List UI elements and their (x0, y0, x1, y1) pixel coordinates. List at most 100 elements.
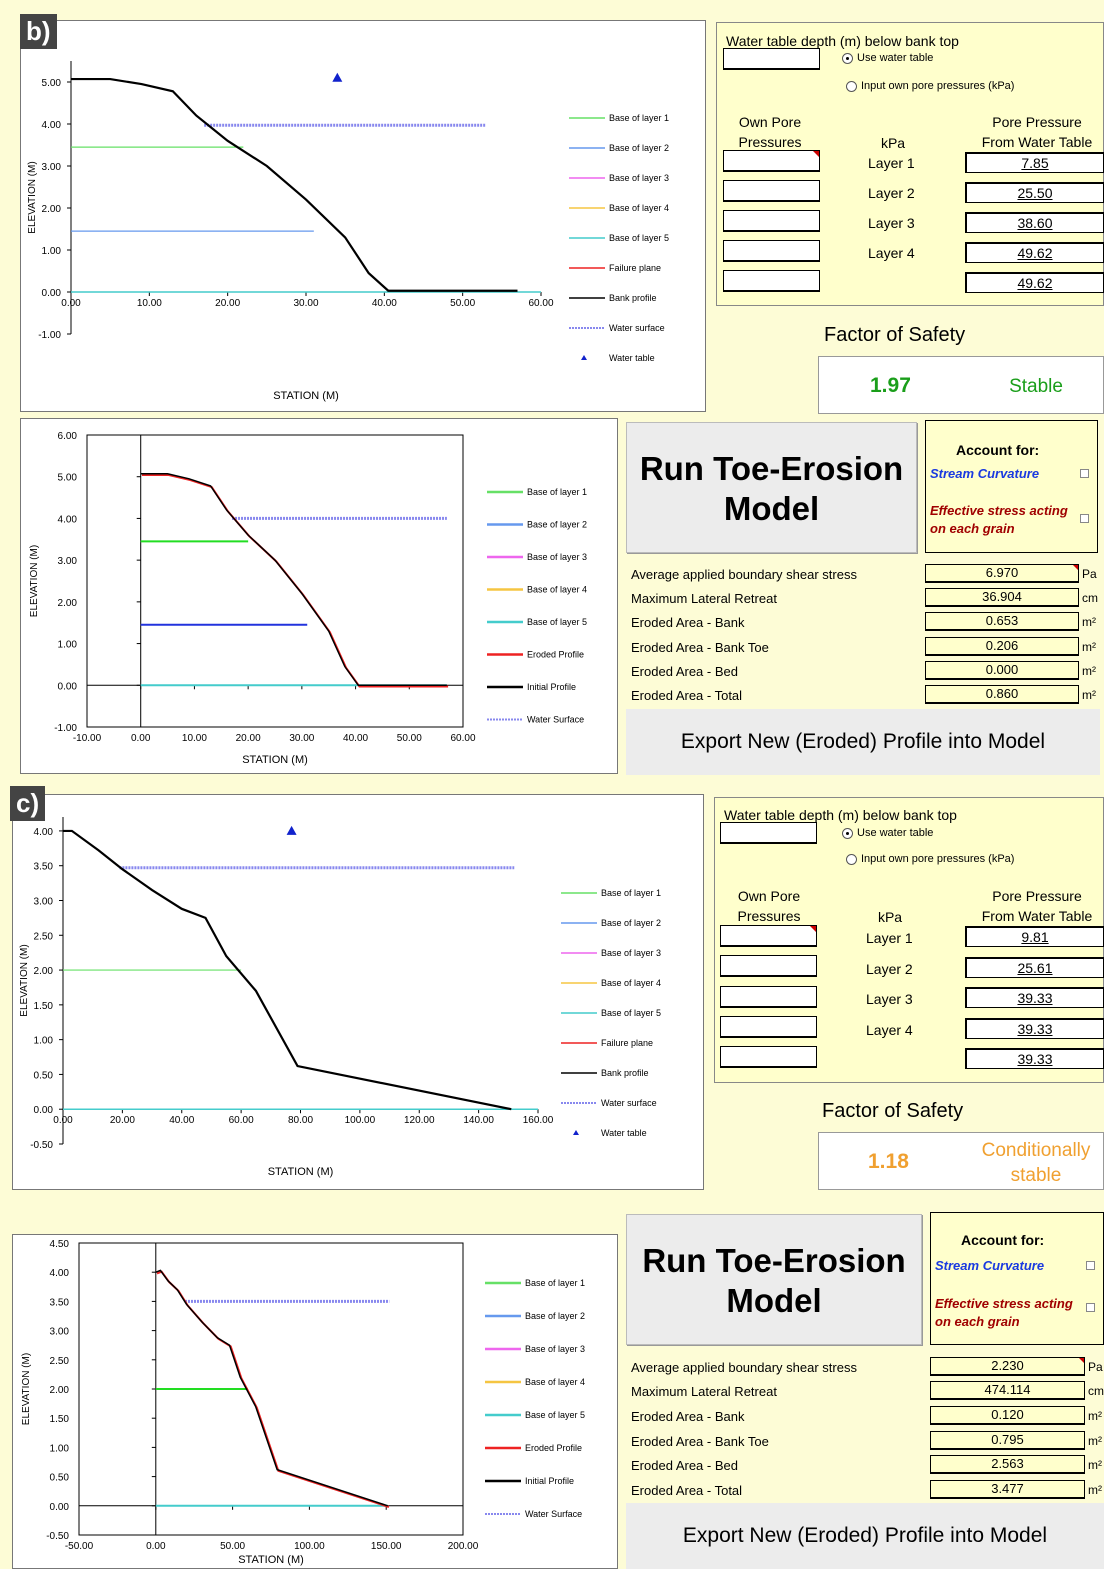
b-own-pore-input-2[interactable] (723, 180, 820, 202)
c-result-value-1: 2.230 (930, 1357, 1085, 1376)
legend-label: Water table (601, 1128, 647, 1138)
b-own-pore-input-5[interactable] (723, 270, 820, 292)
pore-value-text: 25.50 (1017, 185, 1053, 201)
b-result-unit-4: m² (1082, 640, 1096, 654)
c-result-label-1: Average applied boundary shear stress (631, 1360, 857, 1375)
c-result-label-6: Eroded Area - Total (631, 1483, 743, 1498)
b-result-value-4: 0.206 (925, 637, 1079, 656)
legend-label: Base of layer 4 (525, 1377, 585, 1387)
b-result-label-1: Average applied boundary shear stress (631, 567, 857, 582)
y-tick-label: 3.00 (42, 162, 62, 173)
b-water-table-input[interactable] (723, 48, 820, 70)
legend-label: Water table (609, 353, 655, 363)
legend-label: Failure plane (609, 263, 661, 273)
c-radio-input-pore[interactable]: Input own pore pressures (kPa) (846, 853, 1014, 865)
b-pore-value-5: 49.62 (965, 272, 1104, 293)
c-radio-use-water-table[interactable]: Use water table (842, 827, 933, 839)
c-pore-value-5: 39.33 (965, 1048, 1104, 1069)
b-export-profile-button[interactable]: Export New (Eroded) Profile into Model (626, 709, 1100, 775)
b-fos-value: 1.97 (870, 374, 911, 397)
legend-label: Base of layer 5 (527, 617, 587, 627)
y-tick-label: 6.00 (58, 431, 78, 442)
y-tick-label: 3.00 (34, 896, 54, 907)
b-result-value-5: 0.000 (925, 661, 1079, 680)
b-result-unit-5: m² (1082, 664, 1096, 678)
y-tick-label: 1.50 (50, 1414, 70, 1425)
c-own-pore-input-5[interactable] (720, 1046, 817, 1068)
b-result-value-2: 36.904 (925, 588, 1079, 607)
b-own-pore-input-1[interactable] (723, 150, 820, 172)
y-tick-label: 0.50 (50, 1473, 70, 1484)
b-radio-input-pore[interactable]: Input own pore pressures (kPa) (846, 80, 1014, 92)
c-opt-effective-stress: Effective stress acting on each grain (935, 1296, 1073, 1329)
c-run-toe-erosion-button[interactable]: Run Toe-Erosion Model (626, 1214, 922, 1345)
x-axis-title: STATION (M) (268, 1166, 334, 1178)
c-water-table-input[interactable] (720, 822, 817, 844)
legend-label: Base of layer 2 (609, 143, 669, 153)
export-button-label: Export New (Eroded) Profile into Model (680, 730, 1046, 753)
eroded-profile-line (141, 473, 449, 688)
y-axis-title: ELEVATION (M) (21, 1353, 32, 1425)
y-tick-label: 1.00 (50, 1443, 70, 1454)
c-erosion-chart: -0.50 0.00 0.50 1.00 1.50 2.00 2.50 3.00 3.50 4.0… (12, 1234, 618, 1569)
b-result-label-3: Eroded Area - Bank (631, 615, 745, 630)
bank-profile-line (71, 77, 518, 292)
b-result-unit-2: cm (1082, 591, 1098, 605)
c-opt-stream-curvature: Stream Curvature (935, 1258, 1045, 1273)
comment-marker-icon (1073, 565, 1078, 570)
x-tick-label: 50.00 (220, 1541, 245, 1552)
b-radio-use-water-table[interactable]: Use water table (842, 52, 933, 64)
y-tick-label: -1.00 (54, 723, 77, 734)
x-tick-label: 0.00 (146, 1541, 166, 1552)
pore-value-text: 49.62 (1017, 275, 1053, 291)
c-checkbox-stream-curvature[interactable] (1086, 1261, 1095, 1270)
b-run-toe-erosion-button[interactable]: Run Toe-Erosion Model (626, 422, 917, 553)
b-result-unit-6: m² (1082, 688, 1096, 702)
result-value-text: 0.653 (985, 613, 1019, 628)
y-tick-label: 0.00 (58, 681, 78, 692)
b-own-pore-header: Own Pore Pressures (738, 114, 802, 150)
c-own-pore-input-4[interactable] (720, 1016, 817, 1038)
radio-label: Input own pore pressures (kPa) (861, 853, 1015, 865)
c-own-pore-input-3[interactable] (720, 986, 817, 1008)
x-tick-label: 150.00 (371, 1541, 402, 1552)
x-tick-label: -50.00 (65, 1541, 94, 1552)
x-tick-label: 60.00 (450, 733, 475, 744)
b-result-value-1: 6.970 (925, 564, 1079, 583)
b-result-unit-3: m² (1082, 615, 1096, 629)
y-tick-label: 2.00 (50, 1385, 70, 1396)
b-checkbox-stream-curvature[interactable] (1080, 469, 1089, 478)
result-value-text: 2.563 (991, 1456, 1024, 1471)
legend-label: Base of layer 3 (525, 1344, 585, 1354)
y-tick-label: 5.00 (58, 473, 78, 484)
y-tick-label: 0.00 (42, 288, 62, 299)
legend-label: Base of layer 5 (609, 233, 669, 243)
c-result-label-2: Maximum Lateral Retreat (631, 1384, 777, 1399)
y-tick-label: 4.00 (34, 827, 54, 838)
b-account-for-panel (925, 420, 1098, 553)
b-fos-box (818, 356, 1104, 414)
legend-label: Base of layer 5 (601, 1008, 661, 1018)
b-own-pore-input-4[interactable] (723, 240, 820, 262)
c-pore-value-2: 25.61 (965, 957, 1104, 978)
legend-marker-water-table (581, 355, 587, 360)
y-tick-label: 3.00 (58, 556, 78, 567)
c-own-pore-input-2[interactable] (720, 955, 817, 977)
x-tick-label: 10.00 (137, 298, 162, 309)
radio-label: Use water table (857, 827, 934, 839)
x-tick-label: 20.00 (236, 733, 261, 744)
result-value-text: 0.120 (991, 1407, 1024, 1422)
c-result-value-6: 3.477 (930, 1480, 1085, 1499)
b-own-pore-input-3[interactable] (723, 210, 820, 232)
panel-c-tag: c) (10, 786, 46, 821)
b-opt-effective-stress: Effective stress acting on each grain (930, 503, 1068, 536)
c-own-pore-input-1[interactable] (720, 925, 817, 947)
b-result-label-6: Eroded Area - Total (631, 688, 743, 703)
b-checkbox-effective-stress[interactable] (1080, 514, 1089, 523)
c-checkbox-effective-stress[interactable] (1086, 1303, 1095, 1312)
x-tick-label: 40.00 (372, 298, 397, 309)
c-export-profile-button[interactable]: Export New (Eroded) Profile into Model (626, 1503, 1104, 1569)
x-tick-label: 100.00 (294, 1541, 325, 1552)
legend-label: Base of layer 3 (601, 948, 661, 958)
radio-label: Input own pore pressures (kPa) (861, 80, 1015, 92)
